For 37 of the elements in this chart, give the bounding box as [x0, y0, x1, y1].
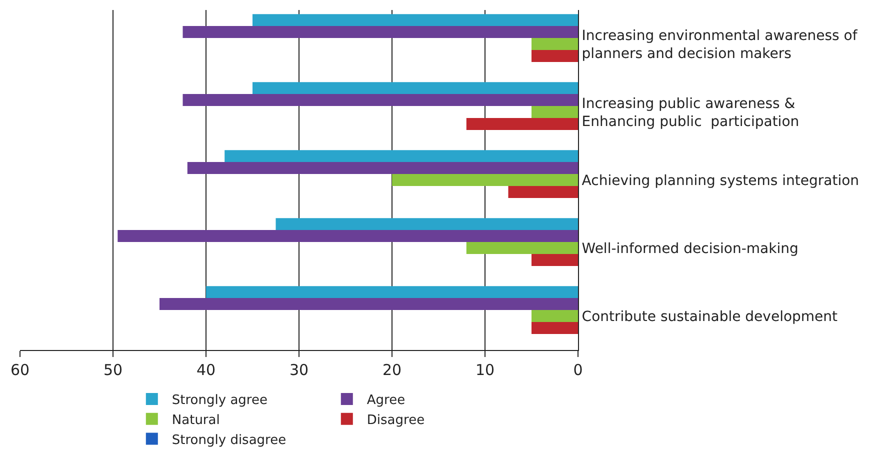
bar: [206, 286, 578, 298]
bar: [276, 218, 578, 230]
y-tick-label: Increasing public awareness & Enhancing public participation: [582, 96, 800, 130]
bar: [118, 230, 578, 242]
bar: [466, 118, 578, 130]
legend-label: Agree: [366, 393, 406, 408]
bar: [182, 26, 578, 38]
bar: [252, 82, 578, 94]
legend-label: Strongly disagree: [172, 432, 286, 448]
legend-label: Strongly agree: [172, 393, 268, 408]
x-tick-label: 10: [475, 361, 495, 379]
bar: [160, 298, 578, 310]
bar: [392, 174, 578, 186]
y-tick-label: Increasing environmental awareness of planners and decision makers: [582, 28, 858, 62]
bar: [532, 38, 578, 50]
bar: [252, 14, 578, 26]
bar: [532, 50, 578, 62]
y-tick-label: Contribute sustainable development: [582, 308, 838, 325]
bar: [187, 162, 578, 174]
bar: [532, 106, 578, 118]
bar: [224, 150, 578, 162]
bar: [532, 254, 578, 266]
bar: [466, 242, 578, 254]
x-tick-label: 40: [196, 361, 216, 379]
x-tick-label: 0: [573, 361, 583, 379]
x-tick-label: 20: [382, 361, 402, 379]
legend-label: Disagree: [366, 412, 425, 428]
bar: [508, 186, 578, 198]
x-tick-label: 30: [289, 361, 309, 379]
y-tick-label: Achieving planning systems integration: [582, 172, 860, 189]
bar: [532, 310, 578, 322]
bar: [182, 94, 578, 106]
legend-label: Natural: [172, 412, 220, 428]
y-tick-label: Well-informed decision-making: [582, 240, 798, 257]
x-tick-label: 60: [10, 361, 30, 379]
bar: [532, 322, 578, 334]
x-tick-label: 50: [103, 361, 123, 379]
